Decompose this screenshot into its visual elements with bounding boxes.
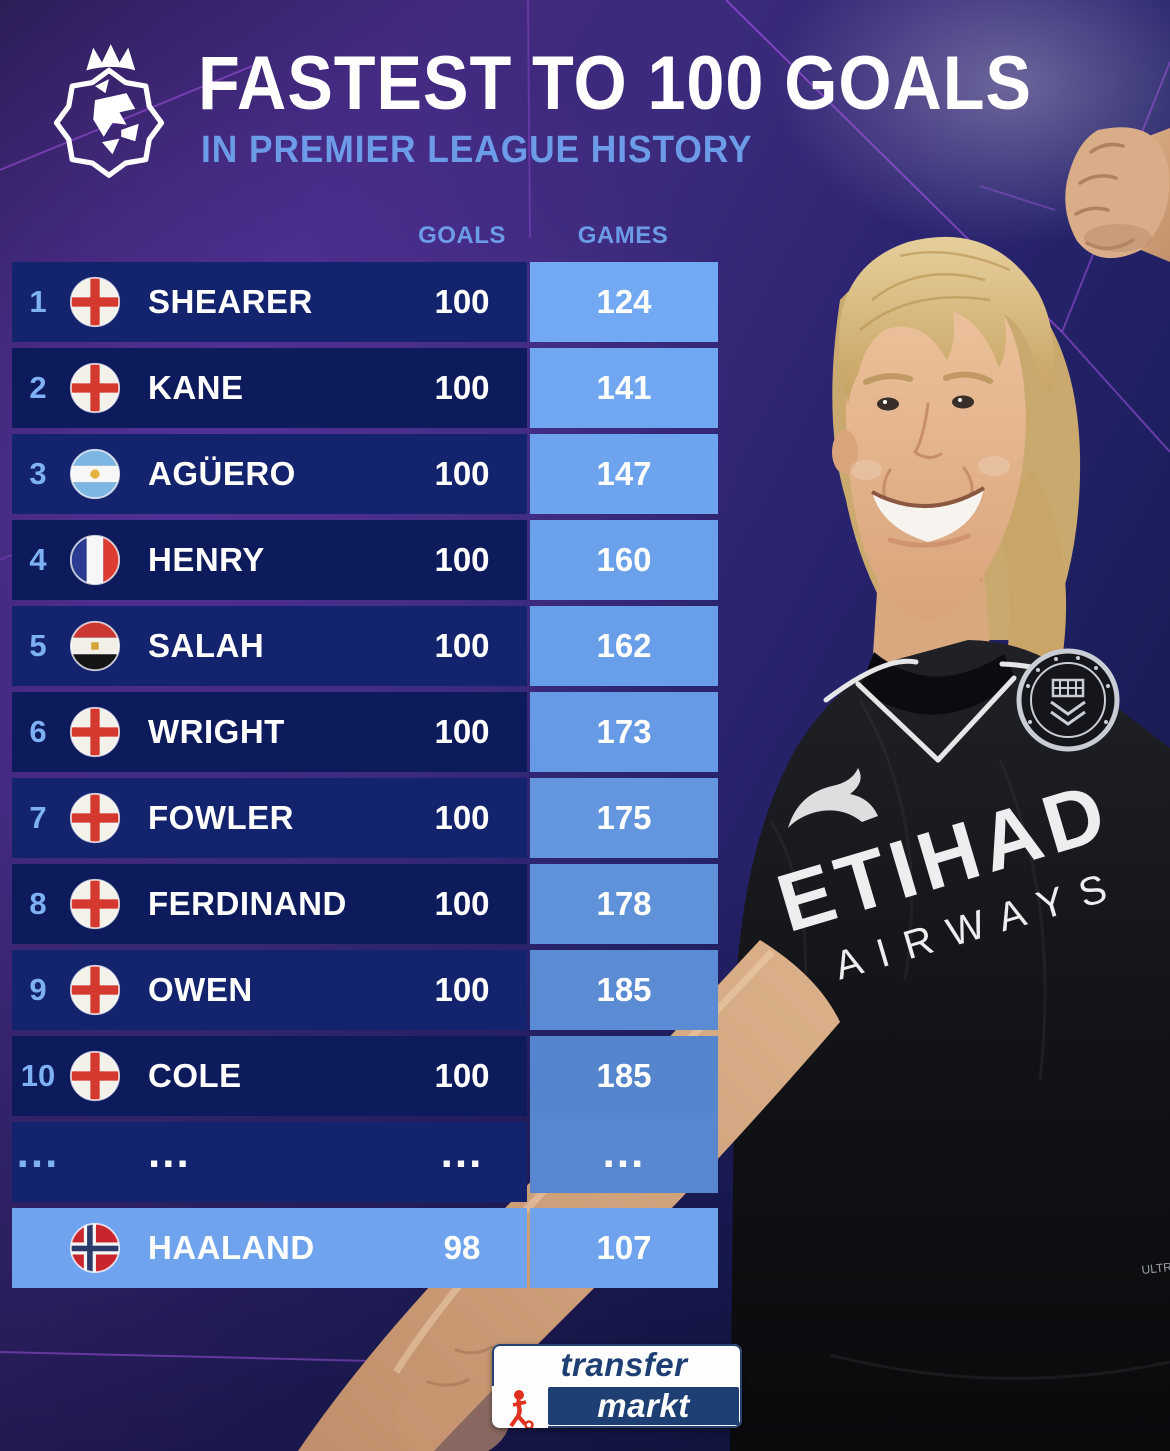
player-name: SALAH: [148, 627, 265, 664]
table-row: 3 AGÜERO 100 147: [12, 434, 718, 514]
player-name: HENRY: [148, 541, 265, 578]
rank-cell: 6: [29, 714, 47, 749]
flag-france-icon: [64, 534, 126, 586]
rank-cell: 5: [29, 628, 47, 663]
haaland-head: [832, 236, 1081, 692]
table-row: 2 KANE 100 141: [12, 348, 718, 428]
games-cell: 107: [530, 1208, 718, 1288]
games-cell: 175: [530, 778, 718, 858]
flag-argentina-icon: [64, 448, 126, 500]
transfermarkt-logo: transfer markt: [492, 1344, 742, 1428]
rank-cell: 2: [29, 370, 47, 405]
table-row: 8 FERDINAND 100 178: [12, 864, 718, 944]
brand-transfer: transfer: [560, 1346, 688, 1383]
goals-cell: 100: [434, 1057, 490, 1094]
player-name: HAALAND: [148, 1229, 315, 1266]
games-cell: 173: [530, 692, 718, 772]
flag-england-icon: [64, 878, 126, 930]
table-row-highlight: HAALAND 98 107: [12, 1208, 718, 1288]
table-row: 6 WRIGHT 100 173: [12, 692, 718, 772]
crown-icon: [86, 44, 136, 71]
games-cell: 185: [530, 1036, 718, 1116]
rank-cell: 9: [29, 972, 47, 1007]
col-header-games: GAMES: [577, 222, 669, 249]
goals-cell: 100: [434, 885, 490, 922]
flag-norway-icon: [64, 1222, 126, 1274]
goals-cell: 100: [434, 713, 490, 750]
player-name: FERDINAND: [148, 885, 347, 922]
games-cell: 147: [530, 434, 718, 514]
rank-cell: 3: [29, 456, 47, 491]
haaland-jersey: ETIHAD AIRWAYS ULTR: [730, 640, 1170, 1451]
games-cell: ...: [530, 1113, 718, 1193]
table-row: 1 SHEARER 100 124: [12, 262, 718, 342]
table-rows: 1 SHEARER 100 124 2 KANE 100 141 3 AGÜERO 100 147 4 H…: [12, 262, 718, 1294]
table-row: ............: [12, 1113, 718, 1202]
goals-cell: 100: [434, 971, 490, 1008]
games-cell: 185: [530, 950, 718, 1030]
brand-markt: markt: [548, 1387, 739, 1425]
page-subtitle: IN PREMIER LEAGUE HISTORY: [201, 129, 753, 171]
flag-england-icon: [64, 362, 126, 414]
player-name: OWEN: [148, 971, 253, 1008]
premier-league-logo: [53, 44, 165, 178]
footballer-icon: [492, 1386, 548, 1428]
table-row: 7 FOWLER 100 175: [12, 778, 718, 858]
page-title: FASTEST TO 100 GOALS: [198, 41, 1032, 126]
games-cell: 160: [530, 520, 718, 600]
raised-fist: [1065, 127, 1170, 262]
puma-logo: [788, 768, 878, 828]
goals-cell: 100: [434, 627, 490, 664]
table-row: 5 SALAH 100 162: [12, 606, 718, 686]
flag-england-icon: [64, 276, 126, 328]
table-row: 10 COLE 100 185: [12, 1036, 718, 1116]
goals-cell: 100: [434, 799, 490, 836]
club-badge: [1016, 648, 1120, 752]
goals-cell: 100: [434, 455, 490, 492]
table-row: 9 OWEN 100 185: [12, 950, 718, 1030]
player-name: AGÜERO: [148, 455, 296, 492]
player-name: FOWLER: [148, 799, 294, 836]
player-name: SHEARER: [148, 283, 313, 320]
flag-england-icon: [64, 964, 126, 1016]
jersey-tag: ULTR: [1141, 1260, 1170, 1277]
player-name: KANE: [148, 369, 244, 406]
flag-england-icon: [64, 792, 126, 844]
table-row: 4 HENRY 100 160: [12, 520, 718, 600]
player-name: COLE: [148, 1057, 242, 1094]
goals-cell: 98: [443, 1229, 481, 1266]
goals-cell: 100: [434, 283, 490, 320]
flag-england-icon: [64, 1050, 126, 1102]
flag-england-icon: [64, 706, 126, 758]
rank-cell: 10: [20, 1058, 56, 1093]
rank-cell: 7: [29, 800, 47, 835]
games-cell: 141: [530, 348, 718, 428]
rank-cell: 1: [29, 284, 47, 319]
rank-cell: 8: [29, 886, 47, 921]
goals-cell: 100: [434, 369, 490, 406]
player-name: WRIGHT: [148, 713, 285, 750]
flag-egypt-icon: [64, 620, 126, 672]
col-header-goals: GOALS: [418, 222, 506, 249]
games-cell: 178: [530, 864, 718, 944]
games-cell: 124: [530, 262, 718, 342]
games-cell: 162: [530, 606, 718, 686]
goals-cell: 100: [434, 541, 490, 578]
rank-cell: 4: [29, 542, 47, 577]
